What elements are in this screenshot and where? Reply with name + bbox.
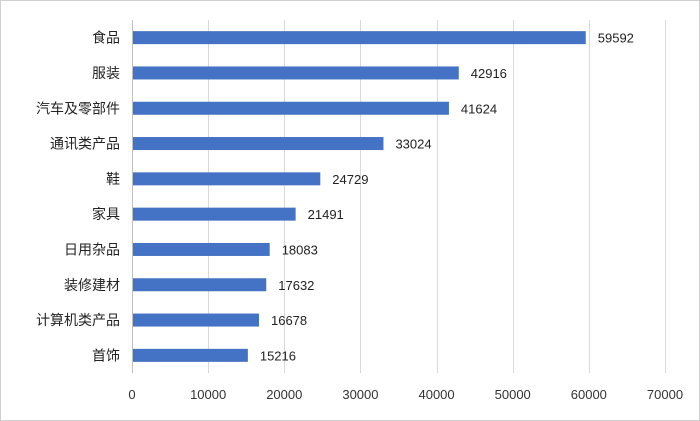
- x-tick-label: 20000: [266, 387, 302, 402]
- value-label: 33024: [395, 137, 431, 152]
- value-labels: 59592 42916 41624 33024 24729 21491 18083 17632…: [260, 31, 634, 364]
- bar: [133, 348, 248, 362]
- bar: [133, 207, 296, 221]
- value-label: 59592: [598, 31, 634, 46]
- bar: [133, 278, 267, 292]
- category-label: 鞋: [106, 172, 120, 188]
- x-tick-label: 60000: [571, 387, 607, 402]
- x-tick-label: 70000: [647, 387, 683, 402]
- category-label: 装修建材: [64, 278, 120, 294]
- value-label: 24729: [332, 172, 368, 187]
- value-label: 18083: [282, 242, 318, 257]
- category-label: 家具: [92, 206, 120, 223]
- bar: [133, 31, 586, 45]
- bar: [133, 172, 321, 186]
- x-tick-label: 10000: [190, 387, 226, 402]
- value-label: 17632: [278, 278, 314, 293]
- bar: [133, 242, 270, 256]
- bars: [133, 31, 586, 362]
- bar: [133, 101, 449, 115]
- category-label: 汽车及零部件: [36, 100, 120, 117]
- bar: [133, 66, 459, 80]
- x-axis-tick-labels: 0 10000 20000 30000 40000 50000 60000 70000: [128, 387, 683, 402]
- x-tick-label: 30000: [342, 387, 378, 402]
- category-label: 服装: [92, 66, 120, 82]
- value-label: 21491: [308, 207, 344, 222]
- x-tick-label: 50000: [495, 387, 531, 402]
- bar: [133, 313, 259, 327]
- value-label: 15216: [260, 348, 296, 363]
- x-tick-label: 0: [128, 387, 135, 402]
- value-label: 42916: [471, 66, 507, 81]
- category-label: 食品: [92, 30, 120, 47]
- category-label: 首饰: [92, 348, 120, 364]
- category-label: 日用杂品: [64, 242, 120, 258]
- bar: [133, 137, 384, 151]
- category-label: 计算机类产品: [36, 313, 120, 329]
- category-label: 通讯类产品: [50, 137, 120, 153]
- value-label: 16678: [271, 313, 307, 328]
- x-tick-label: 40000: [418, 387, 454, 402]
- value-label: 41624: [461, 101, 497, 116]
